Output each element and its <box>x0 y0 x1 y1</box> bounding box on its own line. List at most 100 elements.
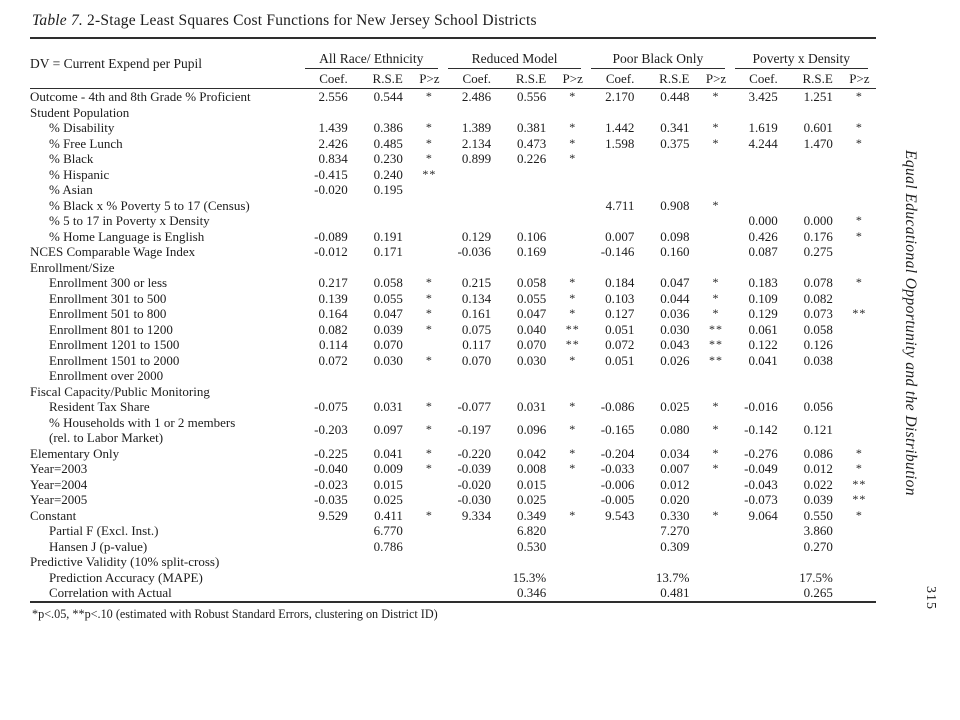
cell-pz: ** <box>852 306 867 320</box>
cell-coef: -0.012 <box>314 244 348 259</box>
cell-pz: * <box>425 445 433 460</box>
row-label: Year=2003 <box>30 461 88 476</box>
cell-coef: -0.043 <box>744 476 778 492</box>
cell-rse: 0.550 <box>803 507 833 523</box>
table-row: Hansen J (p-value) 0.786 0.530 0.309 0.270 <box>30 539 876 555</box>
subheader-coef: Coef. <box>589 69 645 89</box>
cell-pz <box>413 182 446 198</box>
cell-pz <box>413 368 446 384</box>
cell-rse: 0.015 <box>373 476 403 492</box>
cell-pz: * <box>569 275 577 289</box>
cell-rse: 0.012 <box>803 461 833 476</box>
cell-pz: * <box>425 352 433 367</box>
cell-pz <box>413 384 446 400</box>
cell-rse: 0.031 <box>373 399 403 414</box>
table-title-text: 2-Stage Least Squares Cost Functions for… <box>82 12 537 29</box>
cell-rse: 0.012 <box>660 476 690 492</box>
cell-rse: 0.039 <box>373 321 403 337</box>
cell-coef: -0.005 <box>600 492 635 507</box>
cell-coef: -0.077 <box>457 399 492 414</box>
cell-rse: 0.047 <box>516 306 547 321</box>
table-row: Year=2005 -0.035 0.025 -0.030 0.025 -0.005 0.0… <box>30 492 876 508</box>
cell-rse: 0.275 <box>803 244 833 259</box>
row-label-line2: (rel. to Labor Market) <box>49 430 164 445</box>
table-row: % Home Language is English -0.089 0.191 0.1… <box>30 229 876 245</box>
cell-pz <box>413 554 446 570</box>
column-group-header: Poverty x Density <box>733 38 876 69</box>
cell-coef: -0.204 <box>600 445 635 461</box>
cell-pz <box>413 523 446 539</box>
cell-rse <box>501 182 556 198</box>
table-row: Enrollment over 2000 <box>30 368 876 384</box>
cell-coef <box>589 105 644 121</box>
table-row: Year=2003 -0.040 0.009 * -0.039 0.008 * -0.033 0… <box>30 461 876 477</box>
cell-rse: 15.3% <box>512 569 547 585</box>
cell-rse <box>358 368 413 384</box>
cell-rse <box>501 198 556 214</box>
cell-coef: 0.114 <box>318 337 348 352</box>
cell-coef <box>733 167 788 183</box>
cell-pz: * <box>569 135 577 150</box>
cell-pz: * <box>712 306 720 320</box>
cell-pz: * <box>569 399 577 413</box>
table-row: Predictive Validity (10% split-cross) <box>30 554 876 570</box>
cell-coef: -0.023 <box>314 476 348 492</box>
cell-rse: 1.470 <box>803 135 833 151</box>
cell-rse: 0.058 <box>803 321 833 337</box>
cell-coef: 2.170 <box>605 89 635 104</box>
cell-pz: * <box>569 151 577 165</box>
cell-rse <box>501 105 556 121</box>
row-label: NCES Comparable Wage Index <box>30 244 196 259</box>
cell-coef <box>589 213 644 229</box>
cell-pz <box>700 213 733 229</box>
cell-coef: 0.061 <box>748 321 778 337</box>
cell-rse: 0.008 <box>516 461 547 476</box>
cell-coef: 0.899 <box>461 151 492 166</box>
cell-rse: 0.070 <box>516 337 547 352</box>
cell-pz: * <box>425 135 433 150</box>
row-label: Enrollment/Size <box>30 259 115 275</box>
cell-rse: 0.026 <box>660 352 690 368</box>
cell-rse: 0.086 <box>803 445 833 461</box>
cell-pz <box>843 384 876 400</box>
dependent-variable-label: DV = Current Expend per Pupil <box>30 38 303 89</box>
cell-pz: * <box>569 445 577 460</box>
cell-coef <box>589 182 644 198</box>
subheader-pz: P>z <box>412 69 446 89</box>
row-label: % Asian <box>49 182 93 197</box>
table-row: % Asian -0.020 0.195 <box>30 182 876 198</box>
cell-coef <box>733 182 788 198</box>
cell-rse: 0.381 <box>516 120 547 135</box>
cell-rse: 0.022 <box>803 476 833 492</box>
cell-coef: -0.225 <box>314 445 348 461</box>
cell-coef: 0.122 <box>748 337 778 352</box>
cell-pz: ** <box>565 321 580 336</box>
cell-pz <box>556 105 589 121</box>
table-row: NCES Comparable Wage Index -0.012 0.171 -0.… <box>30 244 876 260</box>
row-label: Enrollment 501 to 800 <box>49 306 167 321</box>
cell-rse: 0.786 <box>373 538 403 554</box>
cell-coef: 0.117 <box>462 337 492 352</box>
cell-coef: 0.109 <box>748 290 778 306</box>
cell-pz: * <box>855 228 863 243</box>
cell-coef: -0.073 <box>744 492 778 507</box>
cell-coef: 0.041 <box>748 352 778 368</box>
table-row: Fiscal Capacity/Public Monitoring <box>30 384 876 400</box>
cell-pz <box>556 492 589 508</box>
cell-coef: -0.030 <box>457 492 492 507</box>
cell-pz: * <box>425 275 433 289</box>
cell-coef <box>303 213 358 229</box>
cell-coef <box>446 105 501 121</box>
cell-coef: 0.075 <box>461 321 492 337</box>
cell-rse <box>358 554 413 570</box>
cell-coef: 1.598 <box>605 135 635 151</box>
cell-pz <box>700 244 733 260</box>
cell-coef: -0.146 <box>600 244 635 259</box>
cell-pz: * <box>569 306 577 320</box>
cell-coef <box>589 260 644 276</box>
cell-rse: 0.375 <box>660 135 690 151</box>
cell-pz: * <box>712 89 720 103</box>
cell-coef <box>589 523 644 539</box>
cell-coef <box>733 539 788 555</box>
table-row: Outcome - 4th and 8th Grade % Proficient… <box>30 89 876 105</box>
